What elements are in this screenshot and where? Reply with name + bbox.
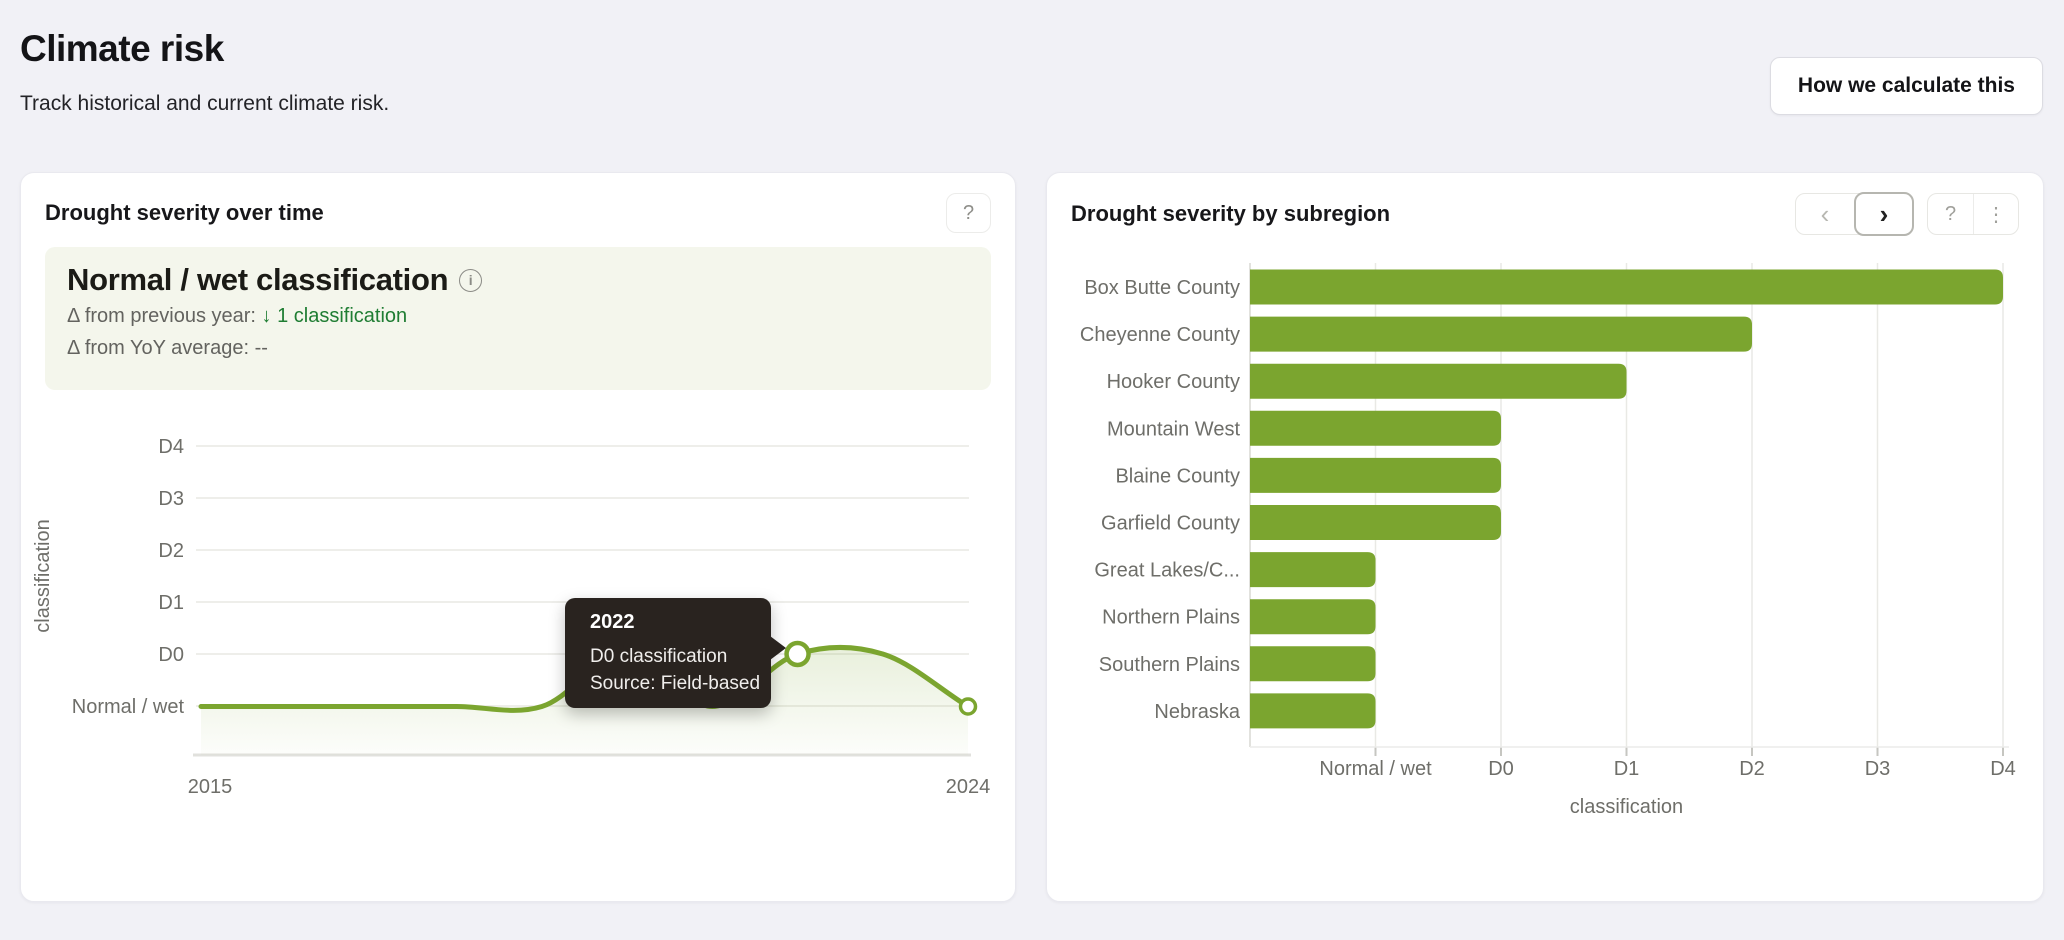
drought-over-time-chart[interactable]: Normal / wet D0 D1 D2 D3 D4 classification 2015…: [21, 402, 1015, 822]
bar[interactable]: [1250, 505, 1501, 540]
category-label: Garfield County: [1101, 513, 1240, 535]
category-label: Blaine County: [1115, 465, 1240, 487]
tooltip-classification: D0 classification: [590, 646, 728, 667]
end-point[interactable]: [958, 697, 978, 716]
delta-yoy-average: Δ from YoY average: --: [67, 335, 969, 362]
tooltip-year: 2022: [590, 611, 635, 633]
summary-headline-row: Normal / wet classification i: [67, 262, 969, 298]
kebab-menu-icon[interactable]: ⋮: [1973, 194, 2018, 234]
y-tick-label: D2: [158, 540, 184, 562]
category-label: Southern Plains: [1099, 654, 1240, 676]
bar[interactable]: [1250, 693, 1376, 729]
bar[interactable]: [1250, 363, 1627, 399]
pager-group: ‹ ›: [1795, 192, 1914, 236]
bar[interactable]: [1250, 457, 1501, 493]
summary-headline: Normal / wet classification: [67, 262, 449, 297]
delta-yoy-average-label: Δ from YoY average:: [67, 337, 250, 359]
info-icon[interactable]: i: [459, 268, 483, 292]
help-icon[interactable]: ?: [946, 193, 991, 233]
right-card-title: Drought severity by subregion: [1071, 201, 1391, 226]
x-tick-label: 2015: [188, 776, 233, 798]
menu-group: ? ⋮: [1927, 193, 2019, 235]
x-tick-label: D0: [1488, 758, 1514, 780]
how-we-calculate-button[interactable]: How we calculate this: [1769, 57, 2043, 115]
x-tick-label: D2: [1739, 758, 1765, 780]
bar[interactable]: [1250, 599, 1376, 635]
category-label: Box Butte County: [1084, 277, 1240, 299]
category-label: Great Lakes/C...: [1094, 560, 1240, 582]
y-axis-title: classification: [32, 519, 54, 632]
drought-by-subregion-card: Drought severity by subregion ‹ › ? ⋮ No…: [1046, 172, 2044, 902]
help-icon[interactable]: ?: [1928, 194, 1973, 234]
bar-chart-svg[interactable]: Normal / wet D0 D1 D2 D3 D4 Box Butte County Ch…: [1047, 263, 2045, 823]
y-tick-label: D4: [158, 436, 184, 458]
left-card-title: Drought severity over time: [45, 200, 324, 225]
x-tick-label: Normal / wet: [1319, 758, 1432, 780]
category-label: Northern Plains: [1102, 607, 1240, 629]
bar[interactable]: [1250, 646, 1376, 682]
drought-over-time-card: Drought severity over time ? Normal / we…: [20, 172, 1016, 902]
x-tick-label: D3: [1865, 758, 1891, 780]
category-label: Nebraska: [1154, 701, 1240, 723]
delta-yoy-average-value: --: [254, 337, 268, 359]
right-card-controls: ‹ › ? ⋮: [1795, 192, 2019, 236]
y-tick-label: D3: [158, 488, 184, 510]
x-axis-title: classification: [1570, 796, 1683, 818]
x-tick-label: 2024: [946, 776, 991, 798]
delta-previous-year-value: ↓ 1 classification: [261, 305, 408, 327]
chevron-left-icon[interactable]: ‹: [1796, 194, 1854, 234]
x-tick-label: D4: [1990, 758, 2016, 780]
delta-previous-year: Δ from previous year: ↓ 1 classification: [67, 303, 969, 330]
bar[interactable]: [1250, 552, 1376, 588]
classification-summary: Normal / wet classification i Δ from pre…: [45, 247, 991, 390]
bar[interactable]: [1250, 269, 2003, 305]
page-title: Climate risk: [20, 28, 224, 69]
right-card-header: Drought severity by subregion ‹ › ? ⋮: [1047, 173, 2043, 236]
category-label: Mountain West: [1107, 418, 1240, 440]
drought-by-subregion-chart[interactable]: Normal / wet D0 D1 D2 D3 D4 Box Butte County Ch…: [1047, 263, 2043, 823]
y-tick-label: D0: [158, 644, 184, 666]
x-tick-label: D1: [1614, 758, 1640, 780]
highlighted-point[interactable]: [784, 640, 811, 668]
bar[interactable]: [1250, 316, 1752, 352]
category-label: Hooker County: [1107, 371, 1240, 393]
category-label: Cheyenne County: [1080, 324, 1240, 346]
tooltip-source: Source: Field-based: [590, 673, 761, 694]
bar[interactable]: [1250, 410, 1501, 446]
delta-previous-year-label: Δ from previous year:: [67, 305, 256, 327]
line-chart-svg[interactable]: Normal / wet D0 D1 D2 D3 D4 classification 2015…: [21, 402, 1017, 822]
y-tick-label: D1: [158, 592, 184, 614]
page-header: Climate risk Track historical and curren…: [0, 0, 2064, 116]
chevron-right-icon[interactable]: ›: [1854, 192, 1914, 236]
cards-row: Drought severity over time ? Normal / we…: [0, 172, 2064, 902]
page-subtitle: Track historical and current climate ris…: [20, 92, 390, 115]
chart-tooltip: 2022 D0 classification Source: Field-bas…: [565, 598, 786, 708]
y-tick-label: Normal / wet: [72, 696, 185, 718]
left-card-header: Drought severity over time ?: [21, 173, 1015, 233]
